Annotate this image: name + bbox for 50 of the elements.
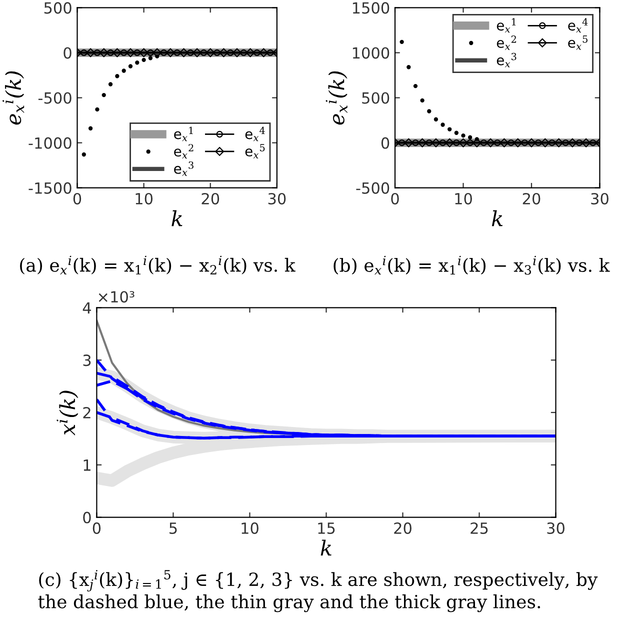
text: ×10³ bbox=[98, 291, 134, 303]
x-tick-label: 20 bbox=[202, 192, 220, 204]
x-tick-label: 20 bbox=[394, 522, 412, 534]
y-tick-label: 500 bbox=[362, 92, 390, 104]
x-tick-label: 10 bbox=[136, 192, 153, 204]
legend-label: e$_{x}$$^{3}$ bbox=[174, 161, 194, 176]
y-axis-title: e$_{x}$$^{i}$(k) bbox=[326, 71, 348, 125]
legend-label: e$_{x}$$^{4}$ bbox=[568, 18, 588, 33]
legend-label: e$_{x}$$^{1}$ bbox=[496, 18, 516, 33]
x-tick-label: 15 bbox=[318, 522, 335, 534]
x-tick-label: 10 bbox=[242, 522, 258, 534]
y-tick-label: -1500 bbox=[28, 182, 72, 194]
legend-label: e$_{x}$$^{5}$ bbox=[568, 36, 588, 50]
y-tick-label: 4 bbox=[82, 302, 91, 314]
x-axis-title: k bbox=[172, 210, 182, 226]
x-tick-label: 0 bbox=[92, 522, 101, 534]
x-tick-label: 25 bbox=[470, 522, 488, 534]
y-axis-title: e$_{x}$$^{i}$(k) bbox=[2, 71, 24, 125]
x-tick-label: 10 bbox=[455, 192, 472, 204]
x-tick-label: 0 bbox=[73, 192, 82, 204]
legend-label: e$_{x}$$^{5}$ bbox=[245, 144, 265, 158]
x-tick-label: 20 bbox=[522, 192, 540, 204]
x-tick-label: 30 bbox=[591, 192, 608, 204]
legend-label: e$_{x}$$^{2}$ bbox=[496, 36, 516, 50]
y-tick-label: 1000 bbox=[352, 47, 390, 59]
y-tick-label: 0 bbox=[64, 47, 72, 59]
x-tick-label: 5 bbox=[170, 522, 177, 534]
y-tick-label: 0 bbox=[381, 137, 390, 149]
y-tick-label: -1000 bbox=[28, 137, 72, 149]
legend-label: e$_{x}$$^{1}$ bbox=[174, 126, 193, 142]
legend-label: e$_{x}$$^{2}$ bbox=[174, 144, 194, 159]
y-tick-label: 500 bbox=[44, 2, 72, 14]
legend-label: e$_{x}$$^{3}$ bbox=[496, 52, 516, 68]
text: (b) e$_{x}$$^{i}$(k) = x$_{1}$$^{i}$(k) − x$_{3}$$^{i}$(k) vs. k bbox=[334, 256, 610, 275]
text: (a) e$_{x}$$^{i}$(k) = x$_{1}$$^{i}$(k) − x$_{2}$$^{i}$(k) vs. k bbox=[20, 256, 296, 274]
legend-label: e$_{x}$$^{4}$ bbox=[245, 126, 265, 142]
text: (c) {x$_{j}$$^{i}$(k)}$_{i=1}$$^{5}$, j ∈ {1, 2, 3} vs. k are shown, respectively, by the dashed blue, the thin gray and the thick gray lines. bbox=[38, 570, 598, 612]
y-tick-label: 0 bbox=[83, 512, 91, 524]
y-tick-label: -500 bbox=[38, 92, 72, 104]
y-axis-title: x$^{i}$(k) bbox=[56, 390, 78, 436]
x-tick-label: 30 bbox=[547, 522, 564, 534]
x-tick-label: 30 bbox=[268, 192, 286, 204]
y-tick-label: -500 bbox=[356, 182, 390, 194]
x-tick-label: 0 bbox=[391, 192, 399, 204]
y-tick-label: 1500 bbox=[352, 2, 390, 14]
y-tick-label: 3 bbox=[83, 354, 91, 366]
y-tick-label: 2 bbox=[83, 406, 90, 418]
y-tick-label: 1 bbox=[84, 460, 90, 471]
x-axis-title: k bbox=[320, 540, 332, 556]
x-axis-title: k bbox=[492, 210, 502, 226]
